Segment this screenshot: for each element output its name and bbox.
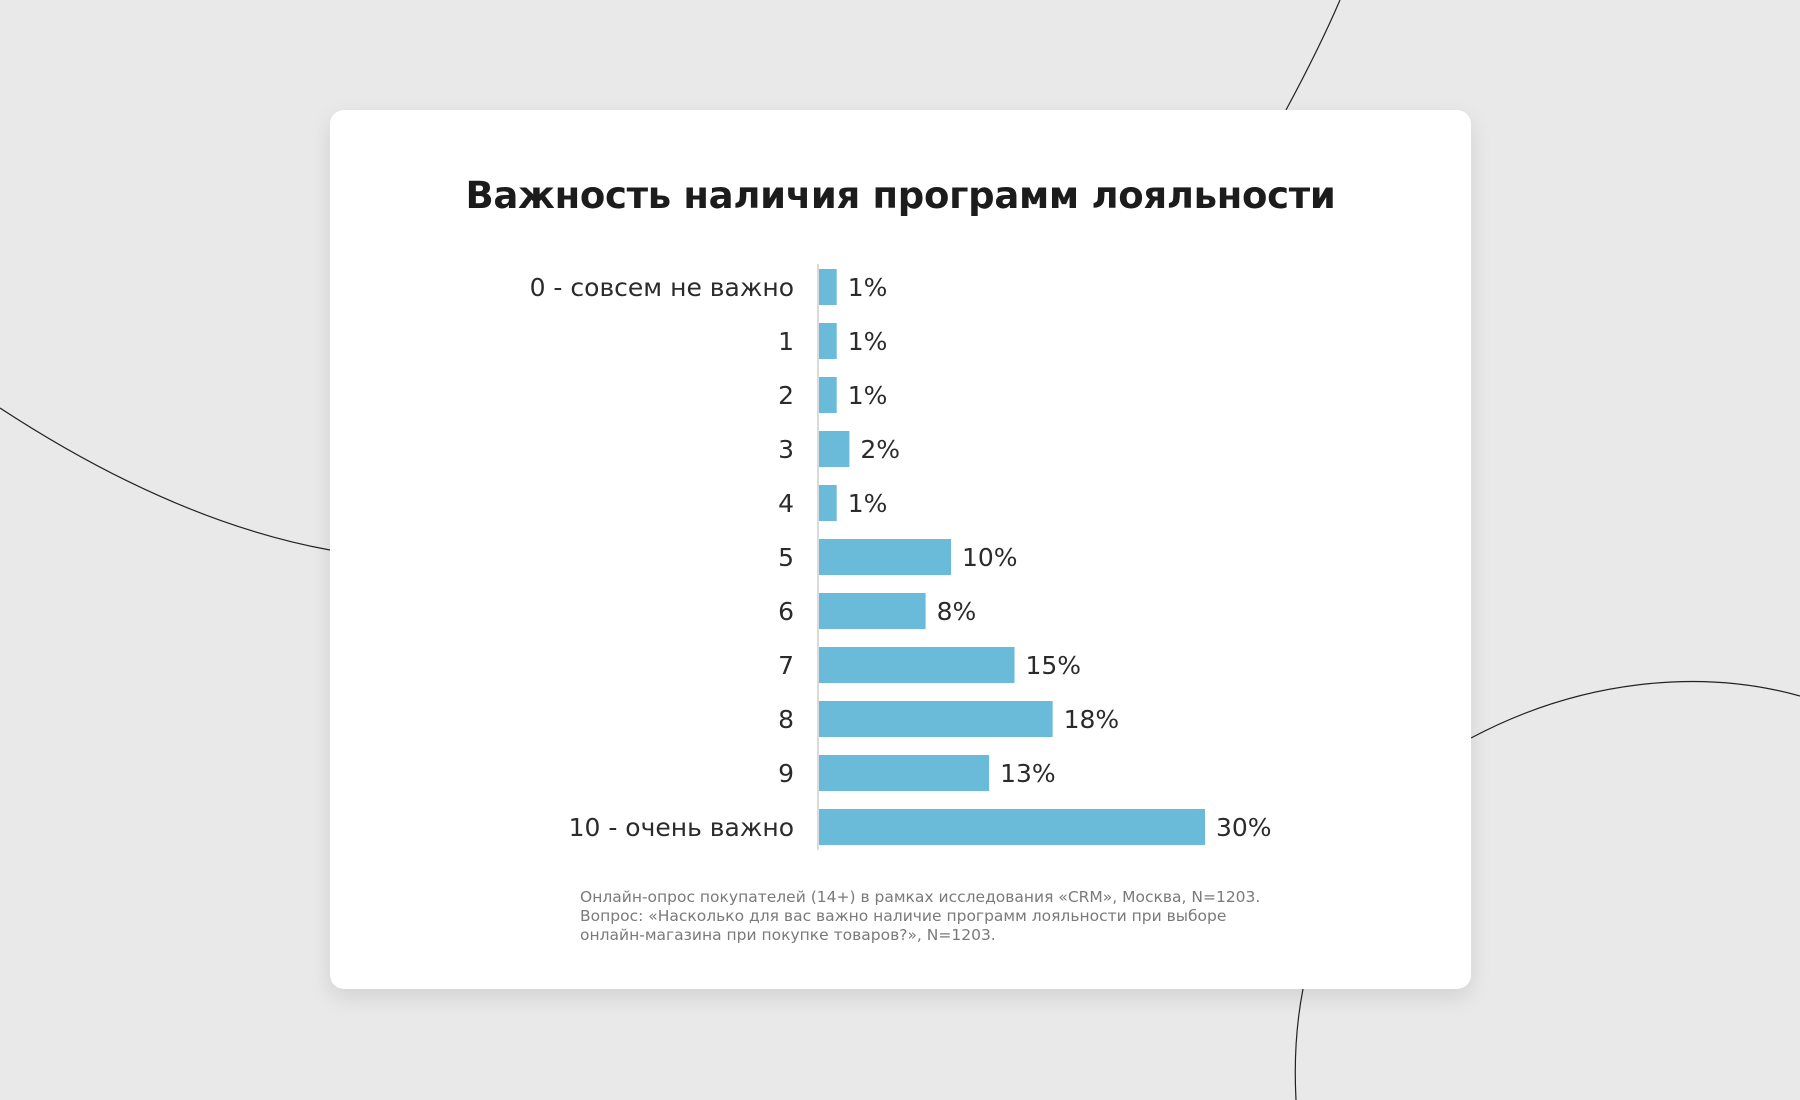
bar	[819, 431, 850, 467]
value-label: 1%	[848, 381, 888, 410]
bars-group: 0 - совсем не важно 1% 1 1% 2 1% 3 2% 4 1% 5 10% 6 8%…	[530, 269, 1272, 845]
bar	[819, 647, 1015, 683]
category-label: 4	[778, 489, 794, 518]
bar	[819, 701, 1053, 737]
bar	[819, 593, 926, 629]
category-label: 3	[778, 435, 794, 464]
category-label: 5	[778, 543, 794, 572]
bar	[819, 755, 990, 791]
value-label: 2%	[860, 435, 900, 464]
bar	[819, 323, 837, 359]
category-label: 7	[778, 651, 794, 680]
footnote-line-2: Вопрос: «Насколько для вас важно наличие…	[580, 907, 1227, 925]
value-label: 13%	[1000, 759, 1056, 788]
category-label: 8	[778, 705, 794, 734]
chart-title: Важность наличия программ лояльности	[465, 174, 1336, 217]
bar	[819, 809, 1205, 845]
bar	[819, 269, 837, 305]
value-label: 10%	[962, 543, 1018, 572]
value-label: 1%	[848, 489, 888, 518]
footnote-line-3: онлайн-магазина при покупке товаров?», N…	[580, 926, 996, 944]
survey-footnote: Онлайн-опрос покупателей (14+) в рамках …	[580, 888, 1260, 945]
chart-card: Важность наличия программ лояльности 0 -…	[330, 110, 1471, 989]
category-label: 9	[778, 759, 794, 788]
value-label: 1%	[848, 273, 888, 302]
bar	[819, 485, 837, 521]
value-label: 18%	[1064, 705, 1120, 734]
value-label: 15%	[1026, 651, 1082, 680]
bar	[819, 377, 837, 413]
value-label: 30%	[1216, 813, 1272, 842]
category-label: 6	[778, 597, 794, 626]
value-label: 8%	[937, 597, 977, 626]
bar-chart: 0 - совсем не важно 1% 1 1% 2 1% 3 2% 4 1% 5 10% 6 8%…	[530, 264, 1272, 850]
curve-left	[0, 407, 331, 551]
curve-right	[1470, 681, 1800, 739]
category-label: 1	[778, 327, 794, 356]
category-label: 0 - совсем не важно	[530, 273, 794, 302]
curve-top-right	[1285, 0, 1341, 111]
category-label: 2	[778, 381, 794, 410]
footnote-line-1: Онлайн-опрос покупателей (14+) в рамках …	[580, 888, 1261, 906]
value-label: 1%	[848, 327, 888, 356]
category-label: 10 - очень важно	[569, 813, 794, 842]
bar	[819, 539, 951, 575]
curve-bottom	[1294, 988, 1304, 1100]
